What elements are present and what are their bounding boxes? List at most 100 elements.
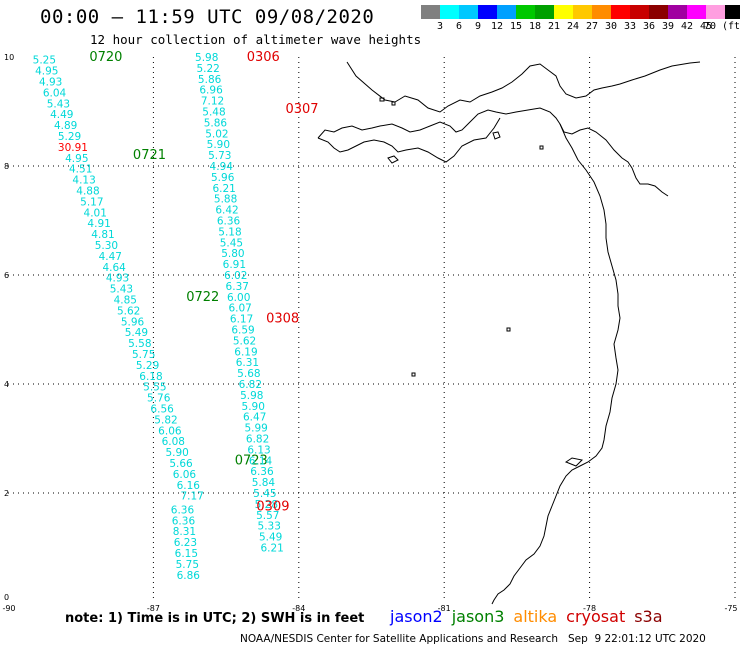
axis-tick-labels: -90 -87 -84 -81 -78 -75 10 8 6 4 2 0 [2, 53, 737, 613]
swh-value: 5.55 [143, 382, 166, 394]
swh-value: 4.91 [87, 218, 110, 230]
swh-value: 6.36 [250, 466, 274, 478]
x-tick-label: -81 [438, 604, 451, 613]
swh-value: 5.82 [154, 414, 177, 426]
swh-value: 5.18 [218, 226, 241, 238]
swh-value: 5.62 [117, 305, 140, 317]
swh-value: 5.30 [95, 240, 118, 252]
swh-value: 6.42 [215, 205, 238, 217]
footer-note: note: 1) Time is in UTC; 2) SWH is in fe… [65, 611, 365, 626]
swh-value: 6.17 [230, 314, 253, 326]
legend-label: 9 [474, 21, 482, 32]
swh-value: 5.43 [47, 98, 70, 110]
swh-value: 5.58 [128, 338, 151, 350]
swh-value: 5.96 [211, 172, 235, 184]
swh-value: 5.88 [214, 194, 237, 206]
map-subtitle: 12 hour collection of altimeter wave hei… [90, 32, 422, 47]
pass-time-label: 0306 [247, 50, 280, 65]
legend-label: 12 [490, 21, 504, 32]
legend-swatch [421, 5, 440, 19]
swh-value: 5.90 [165, 447, 188, 459]
swh-value: 6.82 [239, 379, 262, 391]
legend-swatch [535, 5, 554, 19]
y-tick-label: 2 [4, 489, 9, 498]
x-tick-label: -87 [147, 604, 160, 613]
legend-label: 36 [642, 21, 656, 32]
swh-value: 6.06 [173, 469, 197, 481]
swh-value: 5.02 [205, 128, 228, 140]
legend-swatch [440, 5, 459, 19]
swh-value: 6.19 [234, 346, 257, 358]
legend-swatch [478, 5, 497, 19]
swh-value: 5.45 [220, 237, 243, 249]
legend-swatch [516, 5, 535, 19]
satellite-legend: jason2 jason3 altika cryosat s3a [390, 607, 672, 626]
swh-value: 7.17 [180, 491, 203, 503]
satellite-legend-s3a: s3a [634, 607, 663, 626]
swh-value: 5.43 [110, 284, 133, 296]
swh-value: 5.17 [80, 196, 103, 208]
swh-value: 6.96 [199, 85, 223, 97]
swh-value: 5.66 [169, 458, 193, 470]
swh-value: 5.75 [132, 349, 155, 361]
legend-label: 70 (ft) [703, 21, 740, 32]
swh-value: 4.13 [72, 175, 95, 187]
swh-value: 5.84 [252, 477, 276, 489]
coastline-gulf [317, 117, 501, 163]
swh-value: 5.28 [255, 499, 278, 511]
x-tick-label: -90 [2, 604, 15, 613]
swh-value: 7.12 [201, 96, 224, 108]
map-title: 00:00 – 11:59 UTC 09/08/2020 [40, 6, 375, 28]
swh-value: 6.13 [247, 444, 270, 456]
coastline-colombia [491, 123, 621, 605]
coastline-north [346, 61, 701, 113]
x-tick-label: -75 [724, 604, 737, 613]
swh-value: 4.64 [102, 262, 126, 274]
swh-value: 5.99 [244, 423, 267, 435]
swh-value: 5.90 [242, 401, 265, 413]
swh-value: 6.04 [43, 87, 67, 99]
y-tick-label: 4 [4, 380, 9, 389]
coastline-panama [317, 107, 669, 197]
pass-time-label: 0308 [266, 312, 299, 327]
swh-value: 6.37 [226, 281, 249, 293]
x-tick-label: -78 [583, 604, 596, 613]
legend-swatch [573, 5, 592, 19]
island-coiba [387, 155, 399, 164]
swh-value: 4.94 [210, 161, 234, 173]
island-malpelo [506, 327, 511, 332]
legend-swatch [611, 5, 630, 19]
legend-label: 18 [528, 21, 542, 32]
swh-value: 6.23 [174, 537, 197, 549]
swh-value: 6.14 [249, 455, 273, 467]
lat-lon-grid [8, 57, 736, 602]
swh-value: 5.73 [208, 150, 231, 162]
swh-value: 5.48 [202, 107, 225, 119]
color-scale-legend [421, 5, 740, 19]
swh-value: 5.86 [198, 74, 222, 86]
swh-value: 6.31 [236, 357, 259, 369]
swh-value: 4.81 [91, 229, 114, 241]
satellite-legend-altika: altika [513, 607, 558, 626]
swh-value: 5.68 [237, 368, 260, 380]
swh-value: 4.49 [50, 109, 73, 121]
swh-value: 6.36 [171, 504, 195, 516]
swh-value: 4.47 [99, 251, 122, 263]
legend-label: 3 [436, 21, 444, 32]
swh-value: 6.91 [223, 259, 246, 271]
swh-value: 4.93 [106, 273, 129, 285]
swh-value: 4.01 [84, 207, 107, 219]
swh-value: 5.98 [240, 390, 263, 402]
swh-value: 5.86 [204, 117, 228, 129]
legend-swatch [459, 5, 478, 19]
swh-value: 6.06 [158, 425, 182, 437]
y-tick-label: 0 [4, 593, 9, 602]
swh-value: 5.62 [233, 335, 256, 347]
legend-label: 33 [623, 21, 637, 32]
swh-value: 5.45 [253, 488, 276, 500]
pass-time-label: 0721 [133, 148, 166, 163]
swh-value: 4.95 [65, 153, 88, 165]
swh-value: 6.82 [246, 434, 269, 446]
wave-height-tracks: 5.254.954.936.045.434.494.895.2930.914.9… [33, 50, 319, 582]
